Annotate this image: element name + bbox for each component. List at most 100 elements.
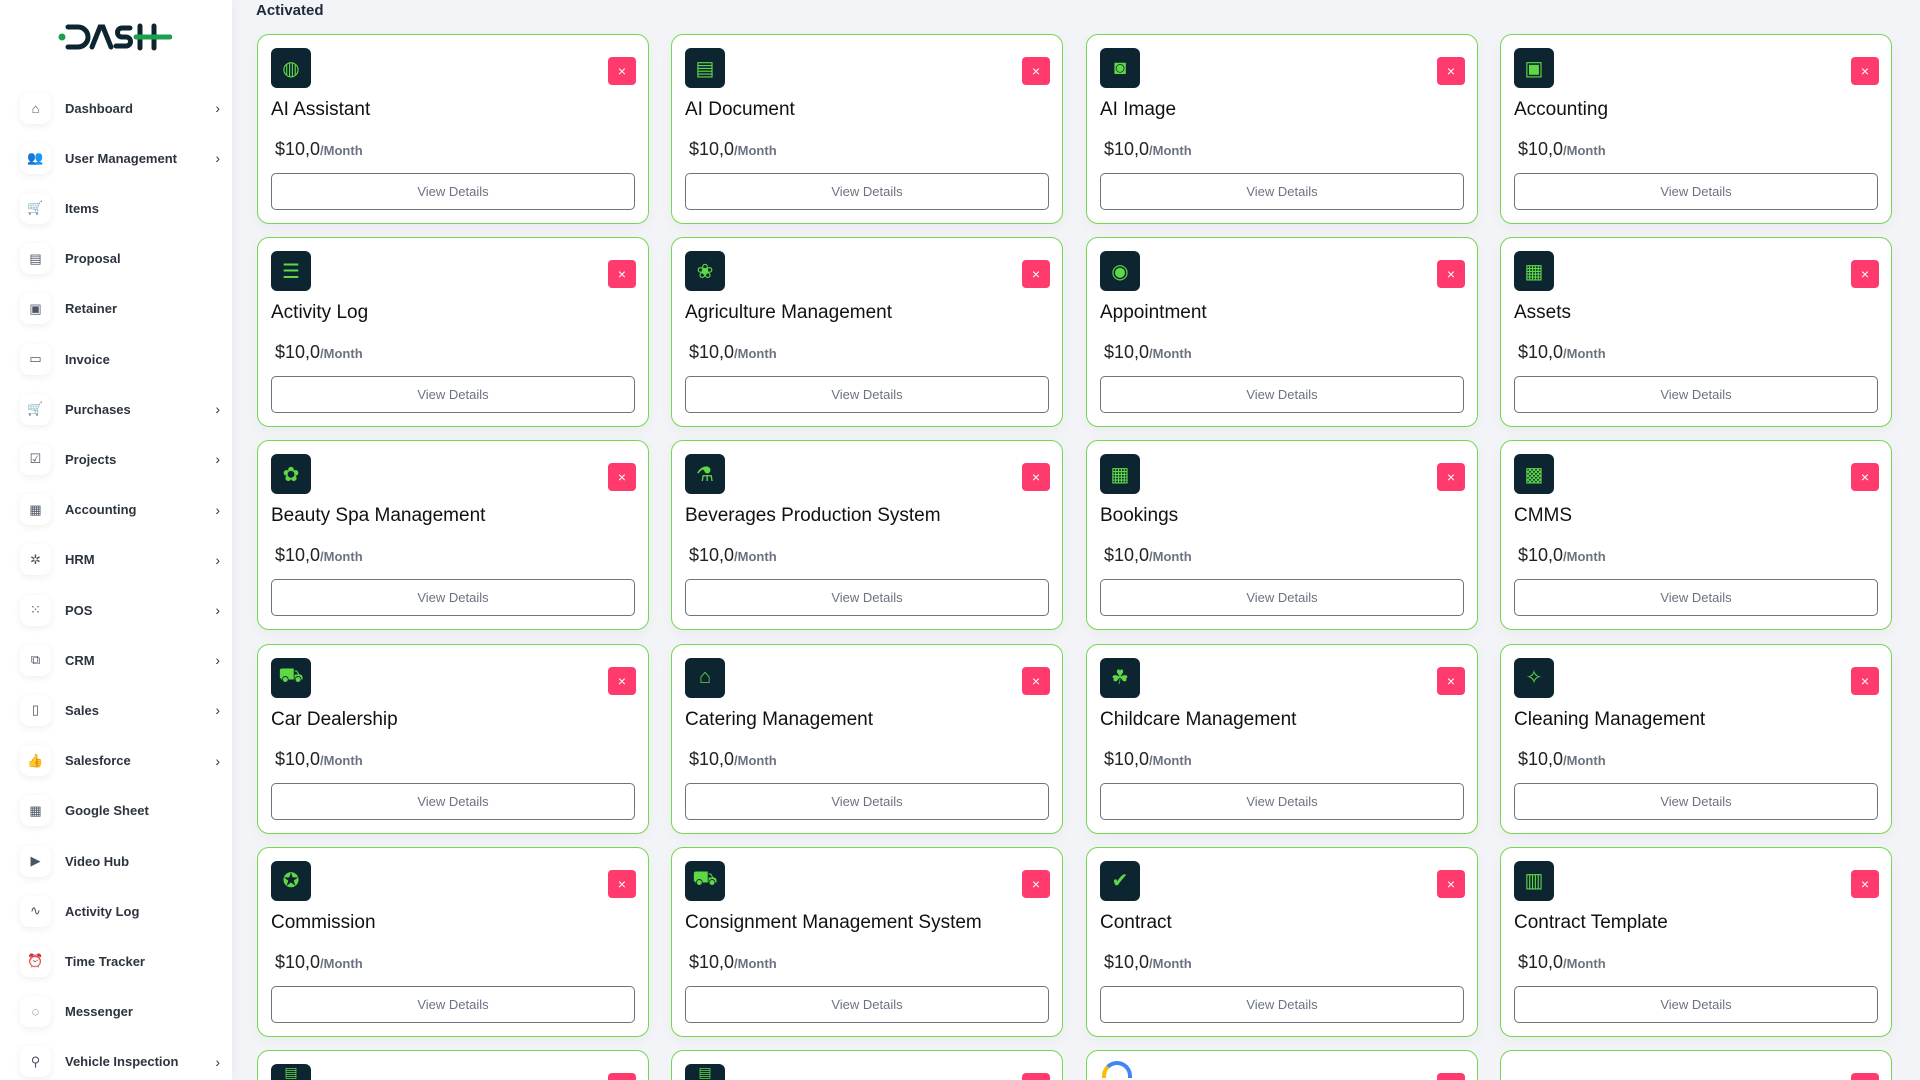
- sidebar-item-pos[interactable]: ⁙ POS ›: [20, 593, 220, 627]
- deactivate-button[interactable]: ×: [1851, 869, 1879, 898]
- proposal-icon: ▤: [20, 243, 51, 275]
- sidebar-item-label: Video Hub: [65, 853, 130, 869]
- view-details-button[interactable]: View Details: [1514, 173, 1878, 210]
- sidebar-item-proposal[interactable]: ▤ Proposal: [20, 242, 220, 276]
- deactivate-button[interactable]: ×: [608, 260, 636, 289]
- view-details-button[interactable]: View Details: [685, 782, 1049, 820]
- module-title: Beverages Production System: [685, 505, 941, 527]
- deactivate-button[interactable]: ×: [1851, 57, 1879, 85]
- deactivate-button[interactable]: ×: [1437, 57, 1465, 85]
- deactivate-button[interactable]: ×: [1022, 869, 1050, 898]
- sidebar-item-video-hub[interactable]: ▶ Video Hub: [20, 844, 220, 878]
- deactivate-button[interactable]: ×: [608, 57, 636, 85]
- sidebar-item-label: Salesforce: [65, 753, 131, 769]
- sidebar-item-activity-log[interactable]: ∿ Activity Log: [20, 894, 220, 928]
- view-details-button[interactable]: View Details: [1100, 579, 1464, 617]
- view-details-button[interactable]: View Details: [271, 782, 635, 820]
- dots-grid-icon: ⁙: [20, 594, 51, 626]
- sidebar-item-retainer[interactable]: ▣ Retainer: [20, 292, 220, 326]
- invoice-icon: ▭: [20, 343, 51, 375]
- users-icon: 👥: [20, 142, 51, 174]
- view-details-button[interactable]: View Details: [1100, 782, 1464, 820]
- view-details-button[interactable]: View Details: [1514, 985, 1878, 1023]
- view-details-button[interactable]: View Details: [1100, 376, 1464, 414]
- deactivate-button[interactable]: ×: [1022, 463, 1050, 492]
- deactivate-button[interactable]: ×: [608, 666, 636, 695]
- sidebar-item-dashboard[interactable]: ⌂ Dashboard ›: [20, 91, 220, 125]
- sidebar-item-vehicle-inspection[interactable]: ⚲ Vehicle Inspection ›: [20, 1045, 220, 1079]
- dash-logo[interactable]: [58, 22, 172, 52]
- deactivate-button[interactable]: ×: [1022, 666, 1050, 695]
- view-details-button[interactable]: View Details: [685, 579, 1049, 617]
- chevron-right-icon[interactable]: ›: [215, 501, 220, 518]
- deactivate-button[interactable]: ×: [1022, 260, 1050, 289]
- module-card: ▣ × Accounting $10,0/Month View Details: [1500, 34, 1892, 224]
- view-details-button[interactable]: View Details: [271, 376, 635, 414]
- price-period: /Month: [1563, 549, 1606, 565]
- sidebar-item-user-management[interactable]: 👥 User Management ›: [20, 141, 220, 175]
- sidebar-item-time-tracker[interactable]: ⏰ Time Tracker: [20, 944, 220, 978]
- chevron-right-icon[interactable]: ›: [215, 150, 220, 167]
- deactivate-button[interactable]: ×: [608, 869, 636, 898]
- sidebar-item-crm[interactable]: ⧉ CRM ›: [20, 643, 220, 677]
- chevron-right-icon[interactable]: ›: [215, 702, 220, 719]
- chevron-right-icon[interactable]: ›: [215, 752, 220, 769]
- module-title: Commission: [271, 911, 376, 933]
- sidebar-item-hrm[interactable]: ✲ HRM ›: [20, 543, 220, 577]
- deactivate-button[interactable]: ×: [1437, 1073, 1465, 1080]
- deactivate-button[interactable]: ×: [1022, 1073, 1050, 1080]
- deactivate-button[interactable]: ×: [1851, 1073, 1879, 1080]
- view-details-button[interactable]: View Details: [1514, 376, 1878, 414]
- sidebar-item-projects[interactable]: ☑ Projects ›: [20, 442, 220, 476]
- file-icon: ▯: [20, 694, 51, 726]
- sidebar-item-salesforce[interactable]: 👍 Salesforce ›: [20, 744, 220, 778]
- module-card: ◙ × AI Image $10,0/Month View Details: [1086, 34, 1478, 224]
- chevron-right-icon[interactable]: ›: [215, 551, 220, 568]
- deactivate-button[interactable]: ×: [1022, 57, 1050, 85]
- sidebar-item-google-sheet[interactable]: ▦ Google Sheet: [20, 794, 220, 828]
- deactivate-button[interactable]: ×: [1437, 666, 1465, 695]
- deactivate-button[interactable]: ×: [1437, 463, 1465, 492]
- deactivate-button[interactable]: ×: [1851, 260, 1879, 289]
- module-price: $10,0/Month: [689, 749, 777, 770]
- view-details-button[interactable]: View Details: [1100, 173, 1464, 210]
- view-details-button[interactable]: View Details: [271, 579, 635, 617]
- deactivate-button[interactable]: ×: [1851, 666, 1879, 695]
- view-details-button[interactable]: View Details: [271, 173, 635, 210]
- chevron-right-icon[interactable]: ›: [215, 1053, 220, 1070]
- deactivate-button[interactable]: ×: [608, 1073, 636, 1080]
- sidebar-item-label: Dashboard: [65, 100, 133, 116]
- view-details-button[interactable]: View Details: [1514, 782, 1878, 820]
- price-value: $10,0: [1104, 139, 1150, 159]
- module-title: AI Image: [1100, 99, 1177, 120]
- view-details-button[interactable]: View Details: [685, 173, 1049, 210]
- view-details-button[interactable]: View Details: [1100, 985, 1464, 1023]
- log-icon: ☰: [271, 251, 311, 292]
- sidebar-item-sales[interactable]: ▯ Sales ›: [20, 693, 220, 727]
- price-period: /Month: [1563, 955, 1606, 971]
- deactivate-button[interactable]: ×: [1437, 869, 1465, 898]
- deactivate-button[interactable]: ×: [1851, 463, 1879, 492]
- chevron-right-icon[interactable]: ›: [215, 100, 220, 116]
- chevron-right-icon[interactable]: ›: [215, 602, 220, 618]
- view-details-button[interactable]: View Details: [685, 376, 1049, 414]
- sidebar-item-purchases[interactable]: 🛒 Purchases ›: [20, 392, 220, 426]
- module-card: ✧ × Cleaning Management $10,0/Month View…: [1500, 643, 1892, 834]
- chevron-right-icon[interactable]: ›: [215, 401, 220, 418]
- chevron-right-icon[interactable]: ›: [215, 451, 220, 468]
- sidebar-item-accounting[interactable]: ▦ Accounting ›: [20, 493, 220, 527]
- price-period: /Month: [1149, 549, 1192, 565]
- sidebar-item-items[interactable]: 🛒 Items: [20, 191, 220, 225]
- view-details-button[interactable]: View Details: [685, 985, 1049, 1023]
- cart-icon: 🛒: [20, 393, 51, 425]
- module-title: Assets: [1514, 302, 1572, 324]
- chevron-right-icon[interactable]: ›: [215, 652, 220, 669]
- view-details-button[interactable]: View Details: [271, 985, 635, 1023]
- sidebar-item-invoice[interactable]: ▭ Invoice: [20, 342, 220, 376]
- view-details-button[interactable]: View Details: [1514, 579, 1878, 617]
- deactivate-button[interactable]: ×: [608, 463, 636, 492]
- sidebar-item-messenger[interactable]: ◌ Messenger: [20, 995, 220, 1029]
- deactivate-button[interactable]: ×: [1437, 260, 1465, 289]
- module-card: ▤×: [257, 1050, 649, 1080]
- price-value: $10,0: [1518, 951, 1564, 972]
